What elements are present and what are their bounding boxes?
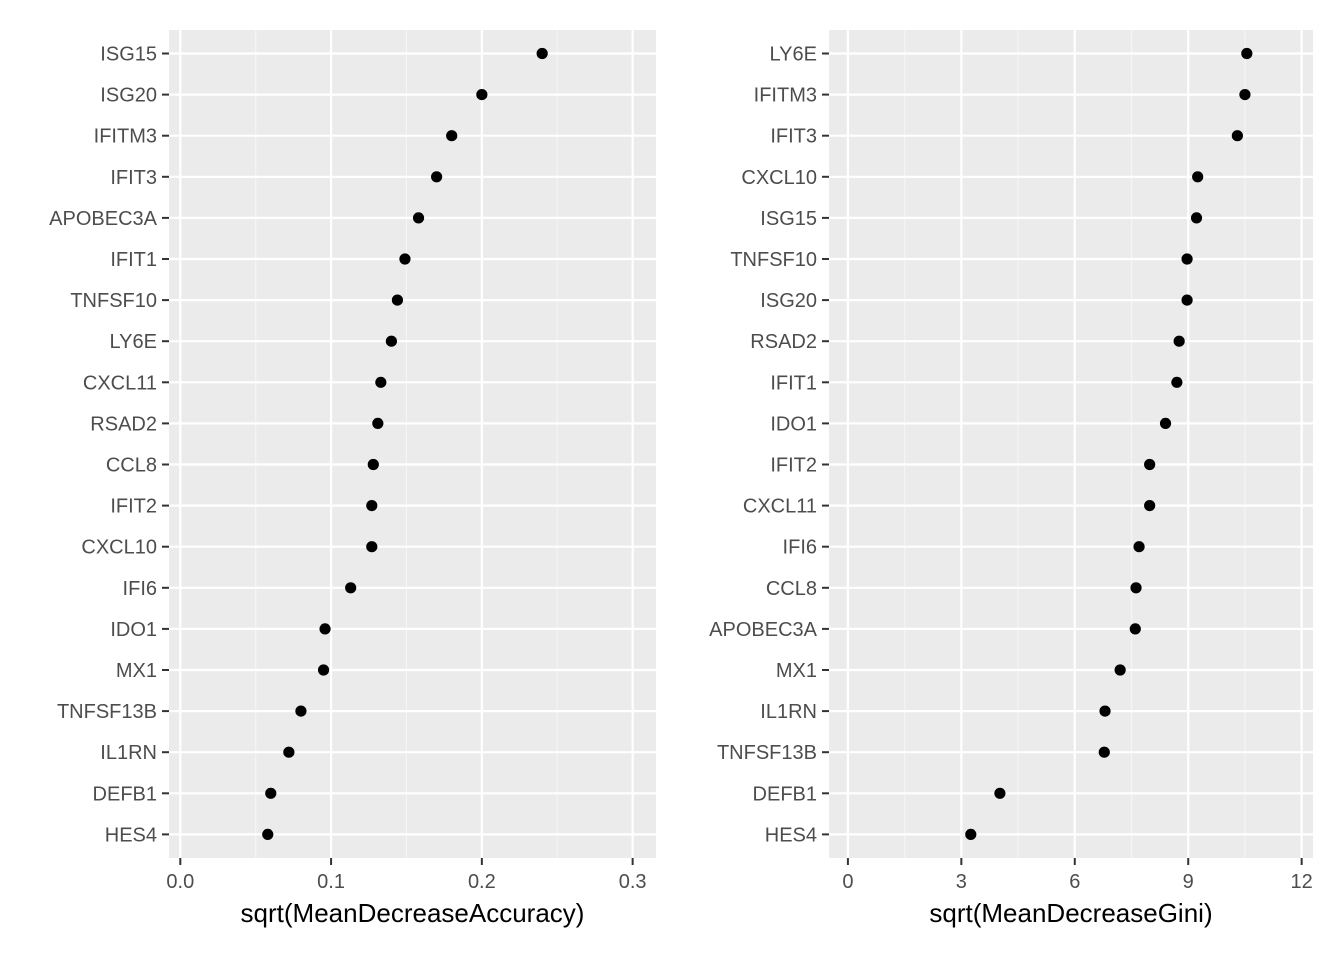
accuracy-point <box>391 294 404 306</box>
gini-category-label: TNFSF13B <box>717 742 817 764</box>
accuracy-point <box>536 47 548 60</box>
gini-point <box>1144 458 1156 471</box>
gini-point <box>1181 253 1193 265</box>
gini-category-label: ISG20 <box>760 290 817 312</box>
gini-point <box>1192 171 1204 183</box>
accuracy-point <box>375 376 387 388</box>
gini-point <box>1239 89 1251 101</box>
accuracy-category-label: TNFSF13B <box>57 701 157 723</box>
gini-point <box>1114 664 1126 676</box>
accuracy-category-label: IL1RN <box>100 742 157 764</box>
accuracy-category-label: APOBEC3A <box>49 208 157 230</box>
accuracy-point <box>366 500 378 512</box>
accuracy-point <box>262 828 274 841</box>
gini-x-tick-label: 6 <box>1069 871 1080 893</box>
gini-point <box>1144 500 1156 512</box>
gini-point <box>1231 130 1243 142</box>
gini-category-label: TNFSF10 <box>730 249 817 271</box>
gini-category-label: CXCL10 <box>741 167 817 189</box>
gini-point <box>1159 417 1172 429</box>
accuracy-category-label: RSAD2 <box>90 413 157 435</box>
gini-category-label: IFIT2 <box>770 455 817 477</box>
accuracy-category-label: CXCL10 <box>81 537 157 559</box>
gini-point <box>1130 582 1142 594</box>
gini-category-label: IFIT1 <box>770 372 817 394</box>
accuracy-point <box>283 746 295 758</box>
accuracy-point <box>431 171 443 183</box>
gini-category-label: IFITM3 <box>754 85 817 107</box>
gini-category-label: ISG15 <box>760 208 817 230</box>
gini-category-label: RSAD2 <box>750 331 817 353</box>
gini-x-tick-label: 0 <box>842 871 853 893</box>
accuracy-category-label: IDO1 <box>110 619 157 641</box>
accuracy-panel-background <box>169 30 656 858</box>
accuracy-category-label: IFIT2 <box>110 496 157 518</box>
accuracy-x-tick-label: 0.0 <box>166 871 194 893</box>
accuracy-x-axis-title: sqrt(MeanDecreaseAccuracy) <box>241 898 585 928</box>
accuracy-point <box>366 541 378 553</box>
accuracy-point <box>317 664 330 676</box>
accuracy-point <box>446 130 458 142</box>
gini-point <box>1098 746 1110 758</box>
accuracy-category-label: DEFB1 <box>93 783 157 805</box>
accuracy-panel: 0.0 0.1 0.2 0.3 ISG15 ISG20 IFITM3 IFIT3 APOBEC3… <box>49 30 656 928</box>
accuracy-point <box>265 787 277 799</box>
gini-point <box>994 787 1006 799</box>
gini-category-label: APOBEC3A <box>709 619 817 641</box>
gini-point <box>1241 47 1253 60</box>
gini-category-label: IDO1 <box>770 413 817 435</box>
accuracy-category-label: MX1 <box>116 660 157 682</box>
gini-category-label: LY6E <box>770 44 817 66</box>
accuracy-x-tick-label: 0.2 <box>468 871 496 893</box>
accuracy-category-label: LY6E <box>110 331 157 353</box>
accuracy-x-tick-label: 0.3 <box>619 871 647 893</box>
gini-point <box>1173 335 1185 347</box>
accuracy-category-label: IFI6 <box>123 578 157 600</box>
accuracy-point <box>385 335 397 347</box>
accuracy-category-label: HES4 <box>105 824 157 846</box>
accuracy-category-label: ISG15 <box>100 44 157 66</box>
gini-x-axis-title: sqrt(MeanDecreaseGini) <box>929 898 1212 928</box>
accuracy-category-label: ISG20 <box>100 85 157 107</box>
accuracy-category-label: CCL8 <box>106 455 157 477</box>
accuracy-point <box>367 458 379 471</box>
accuracy-category-label: CXCL11 <box>83 372 157 394</box>
accuracy-point <box>412 212 425 224</box>
accuracy-x-tick-label: 0.1 <box>317 871 345 893</box>
gini-category-label: MX1 <box>776 660 817 682</box>
accuracy-category-label: IFIT3 <box>110 167 157 189</box>
accuracy-point <box>295 705 307 717</box>
accuracy-category-label: IFITM3 <box>94 126 157 148</box>
accuracy-category-label: TNFSF10 <box>70 290 157 312</box>
gini-point <box>965 828 977 841</box>
accuracy-point <box>345 582 357 594</box>
gini-point <box>1129 623 1141 635</box>
gini-x-tick-label: 9 <box>1183 871 1194 893</box>
gini-category-label: IFIT3 <box>770 126 817 148</box>
gini-category-label: IFI6 <box>783 537 817 559</box>
gini-category-label: CXCL11 <box>743 496 817 518</box>
gini-panel-background <box>829 30 1313 858</box>
gini-category-label: IL1RN <box>760 701 817 723</box>
gini-category-label: HES4 <box>765 824 817 846</box>
accuracy-point <box>319 623 331 635</box>
gini-point <box>1190 212 1203 224</box>
accuracy-point <box>399 253 411 265</box>
gini-category-label: CCL8 <box>766 578 817 600</box>
gini-x-tick-label: 12 <box>1291 871 1313 893</box>
gini-point <box>1181 294 1193 306</box>
gini-panel: 0 3 6 9 12 LY6E IFITM3 IFIT3 CXCL10 ISG15 TNFSF10 I… <box>709 30 1313 928</box>
gini-category-label: DEFB1 <box>753 783 817 805</box>
accuracy-point <box>476 89 488 101</box>
gini-x-tick-label: 3 <box>956 871 967 893</box>
gini-point <box>1099 705 1111 717</box>
gini-point <box>1133 541 1145 553</box>
accuracy-category-label: IFIT1 <box>110 249 157 271</box>
accuracy-point <box>372 417 384 429</box>
gini-point <box>1171 376 1183 388</box>
